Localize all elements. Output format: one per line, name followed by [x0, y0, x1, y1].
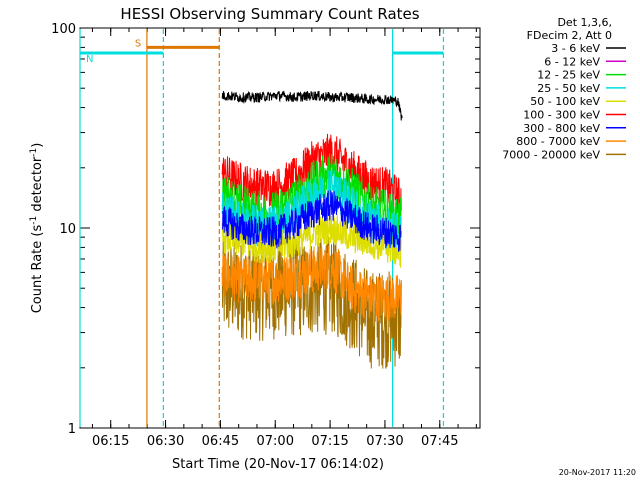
legend-entry-label: 12 - 25 keV — [537, 69, 600, 82]
x-tick-label: 06:30 — [147, 434, 184, 449]
y-axis-label: Count Rate (s-1 detector-1) — [29, 143, 45, 314]
legend-entry-label: 50 - 100 keV — [530, 95, 600, 108]
legend-entry-label: 7000 - 20000 keV — [502, 148, 600, 161]
legend-header-1: Det 1,3,6, — [557, 16, 612, 29]
interval-label: N — [86, 54, 93, 65]
legend-entry-label: 300 - 800 keV — [523, 122, 600, 135]
series-line — [221, 245, 402, 322]
legend-entry-label: 6 - 12 keV — [544, 55, 600, 68]
x-tick-label: 07:30 — [366, 434, 403, 449]
x-tick-label: 06:45 — [202, 434, 239, 449]
legend-header-2: FDecim 2, Att 0 — [527, 29, 612, 42]
x-tick-label: 07:45 — [421, 434, 458, 449]
chart-title: HESSI Observing Summary Count Rates — [120, 5, 419, 23]
x-tick-label: 07:00 — [257, 434, 294, 449]
series-line — [221, 190, 402, 252]
series-line — [221, 236, 402, 369]
plot-area: 06:15 06:30 06:45 07:00 07:15 07:30 07:45 1 10 10… — [51, 22, 481, 449]
legend-entry-label: 800 - 7000 keV — [516, 135, 600, 148]
y-tick-label: 100 — [51, 22, 76, 37]
interval-label: S — [135, 38, 141, 49]
x-tick-label: 07:15 — [311, 434, 348, 449]
series-line — [221, 90, 403, 121]
legend-entry-label: 100 - 300 keV — [523, 109, 600, 122]
y-tick-label: 1 — [68, 422, 76, 437]
x-axis-label: Start Time (20-Nov-17 06:14:02) — [172, 457, 384, 472]
footer-date: 20-Nov-2017 11:20 — [559, 468, 636, 477]
x-tick-label: 06:15 — [92, 434, 129, 449]
legend-entry-label: 25 - 50 keV — [537, 82, 600, 95]
legend-entry-label: 3 - 6 keV — [551, 42, 600, 55]
y-tick-label: 10 — [59, 222, 76, 237]
series-line — [221, 214, 402, 268]
